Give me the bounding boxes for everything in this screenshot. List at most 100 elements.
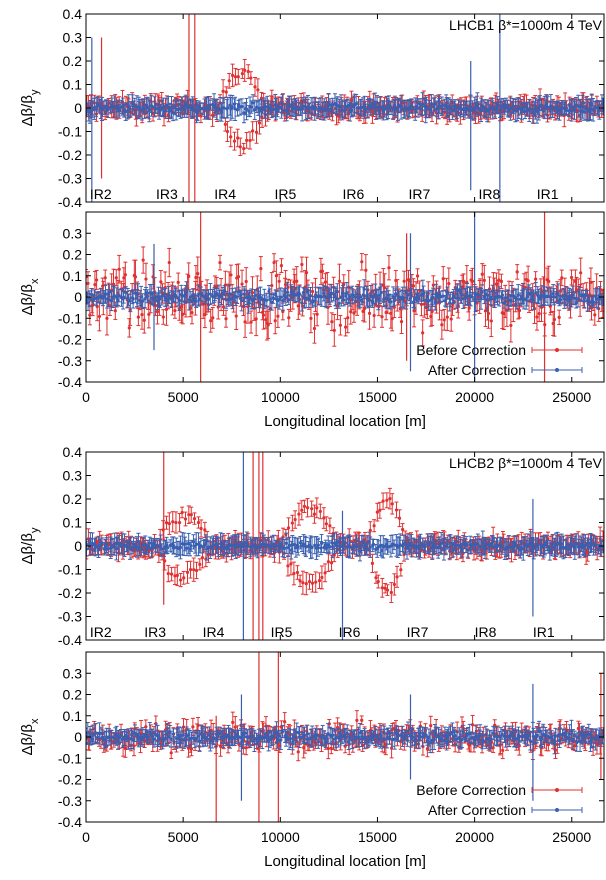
data-point [122, 295, 126, 299]
y-tick-label: -0.4 [58, 194, 82, 210]
data-point [453, 106, 457, 110]
data-point [190, 311, 194, 315]
data-point [284, 295, 288, 299]
data-point [224, 317, 228, 321]
data-point [86, 281, 90, 285]
data-point [138, 106, 142, 110]
data-point [147, 312, 151, 316]
data-point [440, 323, 444, 327]
data-point [128, 107, 132, 111]
data-point [221, 305, 226, 309]
data-point [147, 109, 151, 113]
data-point [307, 297, 311, 301]
data-point [563, 105, 567, 110]
data-point [590, 102, 594, 106]
data-point [367, 311, 372, 315]
data-point [407, 106, 411, 110]
data-point [271, 296, 276, 300]
data-point [406, 293, 410, 297]
data-point [547, 279, 551, 283]
data-point [480, 272, 484, 276]
data-point [102, 295, 106, 299]
data-point [161, 315, 165, 319]
data-point [94, 105, 98, 109]
data-point [528, 107, 532, 111]
data-point [225, 129, 230, 134]
data-point [194, 299, 198, 303]
data-point [208, 292, 212, 296]
data-point [149, 301, 153, 305]
data-point [456, 296, 460, 300]
data-point [549, 104, 553, 108]
data-point [253, 85, 257, 89]
ir-label: IR4 [214, 186, 236, 202]
data-point [295, 279, 299, 283]
data-point [320, 295, 324, 299]
data-point [354, 102, 358, 106]
data-point [419, 293, 423, 297]
data-point [222, 106, 226, 110]
data-point [117, 267, 121, 271]
data-point [601, 103, 604, 107]
data-point [362, 287, 366, 291]
data-point [106, 108, 110, 112]
data-point [249, 320, 253, 324]
data-point [165, 298, 169, 302]
data-point [337, 301, 341, 305]
data-point [210, 113, 215, 117]
data-point [163, 296, 167, 300]
ir-label: IR5 [274, 186, 296, 202]
data-point [378, 105, 382, 109]
data-point [272, 260, 276, 265]
data-point [448, 105, 453, 109]
data-point [533, 107, 538, 111]
data-point [372, 313, 376, 318]
data-point [112, 105, 117, 109]
data-point [230, 105, 234, 109]
y-tick-label: -0.1 [58, 124, 82, 140]
data-point [597, 108, 601, 112]
data-point [413, 107, 417, 111]
data-point [242, 147, 246, 151]
data-point [369, 105, 373, 109]
data-point [127, 326, 131, 330]
data-point [339, 295, 343, 299]
data-point [313, 106, 318, 110]
ir-label: IR6 [342, 186, 364, 202]
data-point [182, 107, 186, 112]
data-point [315, 312, 319, 316]
data-point [177, 298, 182, 303]
data-point [109, 299, 113, 303]
data-point [511, 104, 515, 108]
data-point [221, 291, 225, 296]
data-point [344, 325, 348, 329]
series-after-correction [86, 212, 604, 382]
data-point [92, 294, 96, 298]
data-point [133, 275, 138, 279]
data-point [402, 279, 406, 283]
y-tick-label: 0.4 [63, 6, 83, 22]
data-point [552, 317, 557, 322]
data-point [256, 88, 260, 92]
data-point [226, 106, 230, 110]
data-point [360, 260, 364, 264]
data-point [113, 309, 117, 313]
data-point [144, 291, 148, 295]
data-point [392, 299, 396, 303]
data-point [133, 291, 137, 295]
data-point [473, 106, 477, 110]
data-point [194, 275, 198, 280]
data-point [486, 311, 491, 316]
y-tick-label: -0.2 [58, 147, 82, 163]
data-point [301, 104, 305, 109]
data-point [140, 313, 144, 317]
data-point [246, 70, 250, 74]
data-point [206, 106, 211, 110]
data-point [335, 304, 340, 308]
data-point [218, 107, 222, 111]
data-point [251, 129, 255, 133]
data-point [140, 108, 144, 112]
data-point [309, 316, 313, 320]
ir-label: IR7 [409, 186, 431, 202]
data-point [240, 104, 244, 109]
